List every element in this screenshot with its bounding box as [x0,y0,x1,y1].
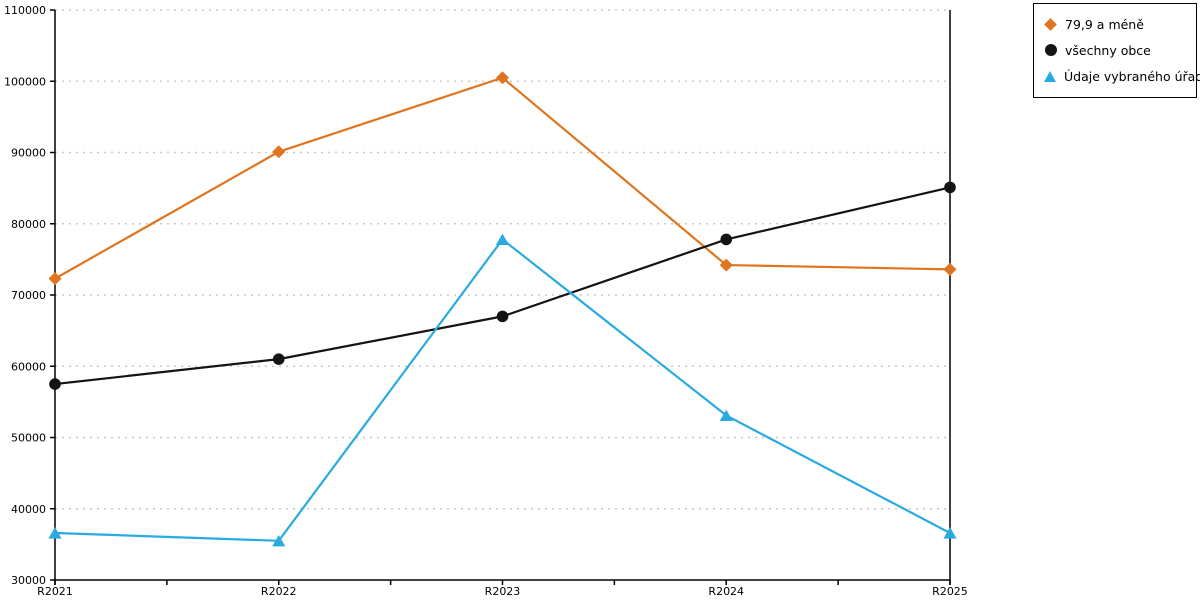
series-triangle [48,233,957,547]
axis-labels: 30000 40000 50000 60000 70000 80000 90000 10000… [4,4,968,598]
svg-text:100000: 100000 [4,75,46,88]
legend: 79,9 a méně všechny obce Údaje vybraného… [1033,3,1200,98]
svg-text:60000: 60000 [11,360,46,373]
svg-text:50000: 50000 [11,432,46,445]
svg-text:30000: 30000 [11,574,46,587]
series-diamond [48,71,957,286]
triangle-icon [1044,71,1056,83]
gridlines [55,9,950,510]
svg-text:40000: 40000 [11,503,46,516]
series-circle [49,181,956,390]
svg-text:80000: 80000 [11,218,46,231]
legend-label: 79,9 a méně [1065,16,1144,32]
svg-text:R2022: R2022 [261,585,297,598]
svg-text:90000: 90000 [11,147,46,160]
svg-text:70000: 70000 [11,289,46,302]
svg-text:R2023: R2023 [485,585,521,598]
diamond-icon [1044,17,1057,31]
circle-icon [1044,44,1057,57]
svg-text:R2024: R2024 [708,585,744,598]
legend-label: všechny obce [1065,42,1151,58]
legend-item: 79,9 a méně [1044,11,1196,37]
svg-text:R2025: R2025 [932,585,968,598]
axes [50,9,951,585]
svg-text:110000: 110000 [4,4,46,17]
legend-label: Údaje vybraného úřadu [1064,69,1200,85]
svg-text:R2021: R2021 [37,585,73,598]
legend-item: Údaje vybraného úřadu [1044,64,1200,90]
legend-item: všechny obce [1044,37,1196,63]
